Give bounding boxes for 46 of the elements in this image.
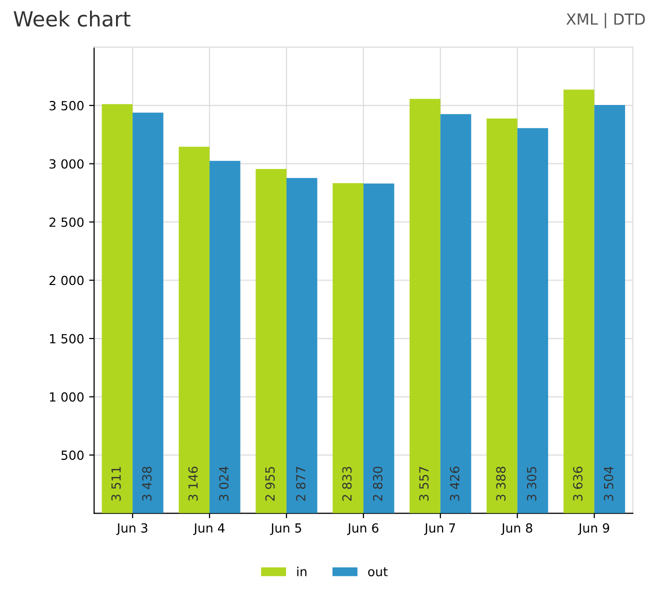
x-tick-label: Jun 6 [347, 523, 378, 536]
bar [178, 146, 210, 514]
x-tick-label: Jun 3 [116, 523, 148, 536]
data-label: 3 557 [419, 466, 429, 501]
bar [363, 184, 394, 514]
y-tick-label: 3 500 [50, 100, 84, 110]
data-label: 3 504 [604, 466, 614, 501]
x-tick-label: Jun 7 [424, 523, 456, 536]
y-tick-label: 2 500 [50, 217, 84, 227]
chart-title: Week chart [14, 10, 130, 27]
bar [564, 90, 594, 514]
data-label: 3 024 [219, 466, 229, 501]
legend-label: out [368, 567, 388, 576]
bar [486, 118, 518, 514]
bar [102, 104, 133, 514]
data-label: 2 830 [373, 466, 382, 501]
y-tick-label: 500 [61, 450, 84, 460]
data-label: 3 146 [188, 466, 198, 501]
data-label: 3 305 [526, 466, 536, 501]
bar [132, 112, 164, 514]
data-label: 3 636 [573, 466, 583, 501]
bar [594, 104, 626, 514]
bar [410, 98, 440, 514]
bar [286, 178, 318, 514]
data-label: 2 833 [342, 466, 352, 501]
bar [210, 160, 240, 514]
x-tick-label: Jun 4 [193, 523, 225, 536]
x-tick-label: Jun 8 [500, 523, 532, 536]
bar [256, 168, 286, 514]
bar [440, 114, 472, 514]
y-tick-label: 3 000 [50, 159, 84, 169]
data-label: 2 877 [296, 466, 306, 501]
data-label: 3 511 [111, 467, 121, 501]
bar [517, 128, 548, 514]
data-label: 3 388 [496, 466, 506, 501]
y-tick-label: 1 500 [50, 334, 84, 344]
legend-label: in [297, 566, 306, 576]
x-tick-label: Jun 5 [270, 523, 302, 536]
y-tick-label: 1 000 [50, 392, 84, 402]
data-label: 2 955 [265, 466, 275, 501]
data-label: 3 426 [450, 466, 460, 501]
y-tick-label: 2 000 [50, 276, 84, 286]
bar [332, 183, 364, 514]
x-tick-label: Jun 9 [578, 523, 610, 536]
text: XML | DTD [566, 13, 645, 28]
data-label: 3 438 [142, 466, 152, 501]
